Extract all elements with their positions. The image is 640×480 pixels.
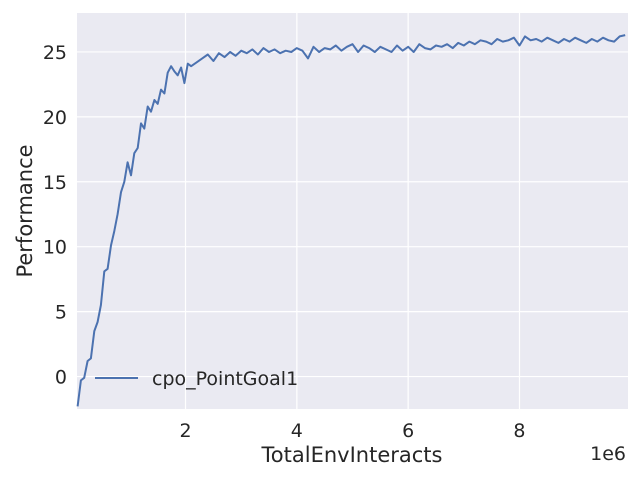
legend-label: cpo_PointGoal1 xyxy=(152,368,298,390)
y-tick-label: 25 xyxy=(43,42,67,64)
x-offset-label: 1e6 xyxy=(590,443,626,465)
y-tick-label: 5 xyxy=(55,302,67,324)
y-tick-label: 0 xyxy=(55,367,67,389)
x-tick-label: 6 xyxy=(402,420,414,442)
y-tick-label: 10 xyxy=(43,237,67,259)
x-tick-label: 8 xyxy=(513,420,525,442)
y-tick-labels: 0 5 10 15 20 25 xyxy=(43,42,67,389)
x-tick-labels: 2 4 6 8 xyxy=(179,420,525,442)
y-axis-label: Performance xyxy=(13,144,37,277)
grid xyxy=(77,13,628,409)
x-tick-label: 4 xyxy=(291,420,303,442)
x-axis-label: TotalEnvInteracts xyxy=(261,443,443,467)
x-tick-label: 2 xyxy=(179,420,191,442)
series-line-cpo-pointgoal1 xyxy=(76,34,626,407)
plot-background xyxy=(77,13,628,409)
y-tick-label: 15 xyxy=(43,172,67,194)
y-tick-label: 20 xyxy=(43,107,67,129)
legend: cpo_PointGoal1 xyxy=(95,368,298,390)
